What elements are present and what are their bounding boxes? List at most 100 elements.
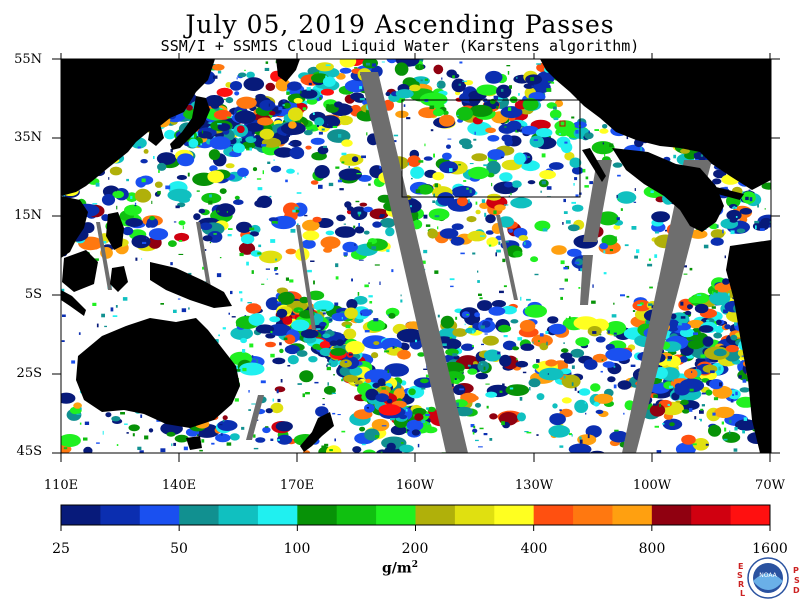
cloud-cell <box>661 371 667 375</box>
cloud-cell <box>325 230 335 236</box>
cloud-cell <box>96 442 100 444</box>
colorbar-swatch <box>61 505 101 525</box>
cloud-cell <box>387 369 389 373</box>
cloud-cell <box>551 245 567 255</box>
cloud-cell <box>171 443 173 447</box>
cloud-cell <box>584 132 594 140</box>
cloud-cell <box>499 390 503 393</box>
cloud-cell <box>432 108 444 117</box>
cloud-cell <box>319 97 322 100</box>
cloud-cell <box>724 427 727 432</box>
cloud-cell <box>689 267 693 271</box>
cloud-cell <box>428 208 450 221</box>
cloud-cell <box>500 156 504 158</box>
cloud-cell <box>154 181 163 188</box>
cloud-cell <box>533 139 538 141</box>
cloud-cell <box>265 82 276 91</box>
cloud-cell <box>253 136 256 139</box>
cloud-cell <box>362 449 377 453</box>
cloud-cell <box>712 178 722 185</box>
cloud-cell <box>553 117 559 121</box>
cloud-cell <box>295 210 300 213</box>
cloud-cell <box>522 98 539 111</box>
cloud-cell <box>199 449 203 452</box>
cloud-cell <box>287 365 291 367</box>
cloud-cell <box>532 341 534 344</box>
cloud-cell <box>453 378 460 385</box>
cloud-cell <box>326 364 328 367</box>
cloud-cell <box>739 220 741 225</box>
colorbar-swatch <box>691 505 732 525</box>
cloud-cell <box>310 137 325 145</box>
cloud-cell <box>364 369 392 383</box>
cloud-cell <box>266 278 268 280</box>
cloud-cell <box>477 280 480 283</box>
cloud-cell <box>406 117 411 120</box>
cloud-cell <box>111 416 121 422</box>
cloud-cell <box>565 220 571 224</box>
cloud-cell <box>236 96 257 109</box>
colorbar-swatch <box>494 505 535 525</box>
cloud-cell <box>520 125 539 135</box>
cloud-cell <box>429 105 435 110</box>
cloud-cell <box>579 436 582 440</box>
swath-gap <box>622 160 712 453</box>
cloud-cell <box>322 76 336 87</box>
cloud-cell <box>339 153 364 166</box>
cloud-cell <box>713 397 719 401</box>
cloud-cell <box>282 316 293 325</box>
cloud-cell <box>611 314 617 318</box>
cloud-cell <box>329 318 332 321</box>
cloud-cell <box>614 236 617 240</box>
cloud-cell <box>472 431 475 435</box>
cloud-cell <box>252 167 258 172</box>
cloud-cell <box>375 449 390 453</box>
cloud-cell <box>302 393 305 398</box>
cloud-cell <box>603 272 607 275</box>
cloud-cell <box>564 151 575 161</box>
cloud-cell <box>211 442 215 445</box>
cloud-cell <box>542 228 548 232</box>
cloud-cell <box>441 77 443 80</box>
cloud-cell <box>61 340 65 342</box>
cloud-cell <box>188 307 190 310</box>
cloud-cell <box>605 347 633 362</box>
cloud-cell <box>380 218 396 228</box>
cloud-cell <box>748 189 751 192</box>
cloud-cell <box>358 259 364 261</box>
cloud-cell <box>583 359 598 370</box>
cloud-cell <box>549 413 566 426</box>
cloud-cell <box>425 414 431 416</box>
cloud-cell <box>234 398 239 402</box>
cloud-cell <box>493 210 497 214</box>
cloud-cell <box>651 390 655 392</box>
cloud-cell <box>84 421 90 425</box>
cloud-cell <box>379 281 381 285</box>
cloud-cell <box>290 228 296 233</box>
cloud-cell <box>587 434 590 439</box>
cloud-cell <box>360 313 362 316</box>
swath-gaps <box>96 72 712 453</box>
cloud-cell <box>648 258 651 261</box>
cloud-cell <box>651 211 670 223</box>
colorbar-swatch <box>730 505 771 525</box>
cloud-cell <box>354 380 363 385</box>
cloud-cell <box>314 381 319 384</box>
cloud-cell <box>135 232 139 235</box>
cloud-cell <box>649 286 653 289</box>
cloud-cell <box>210 69 214 71</box>
cloud-cell <box>518 235 529 241</box>
cloud-cell <box>343 374 359 383</box>
cloud-cell <box>303 129 313 136</box>
cloud-cell <box>407 162 409 166</box>
cloud-cell <box>452 353 458 357</box>
cloud-cell <box>276 389 279 394</box>
cloud-cell <box>548 81 552 83</box>
cloud-cell <box>414 413 424 421</box>
cloud-cell <box>326 366 331 371</box>
cloud-cell <box>743 417 748 421</box>
cloud-cell <box>354 67 358 69</box>
cloud-cell <box>409 84 421 92</box>
cloud-cell <box>142 241 147 244</box>
cloud-cell <box>178 240 183 242</box>
